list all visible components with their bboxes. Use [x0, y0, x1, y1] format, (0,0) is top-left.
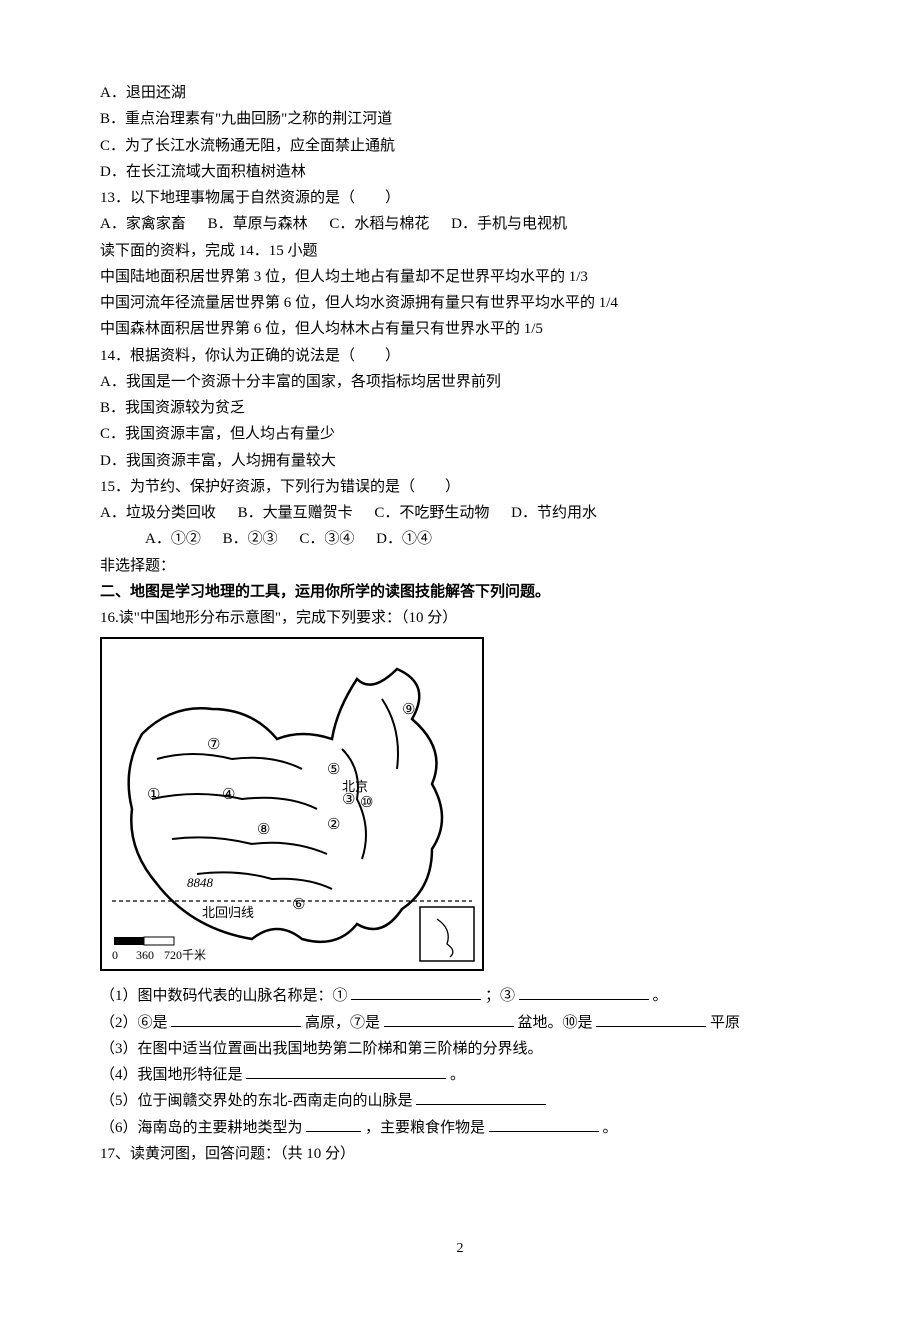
q15-combo-c: C．③④ [299, 531, 354, 547]
q15-options: A．垃圾分类回收 B．大量互赠贺卡 C．不吃野生动物 D．节约用水 [100, 500, 820, 526]
q14-stem: 14．根据资料，你认为正确的说法是（ ） [100, 343, 820, 369]
q15-combo-d: D．①④ [376, 531, 432, 547]
q15-option-a: A．垃圾分类回收 [100, 505, 216, 521]
q15-combo-a: A．①② [145, 531, 201, 547]
q15-option-d: D．节约用水 [511, 505, 597, 521]
q16-2-text-d: 平原 [710, 1015, 740, 1031]
q16-stem: 16.读"中国地形分布示意图"，完成下列要求：（10 分） [100, 605, 820, 631]
q16-sub-5: （5）位于闽赣交界处的东北-西南走向的山脉是 [100, 1088, 820, 1114]
q16-6-text-a: （6）海南岛的主要耕地类型为 [100, 1120, 303, 1136]
q15-combo-b: B．②③ [223, 531, 278, 547]
q16-4-text-a: （4）我国地形特征是 [100, 1067, 243, 1083]
q14-option-d: D．我国资源丰富，人均拥有量较大 [100, 448, 820, 474]
q13-option-c: C．水稻与棉花 [329, 216, 429, 232]
q16-sub-1: （1）图中数码代表的山脉名称是：① ；③ 。 [100, 983, 820, 1009]
q16-5-blank[interactable] [416, 1089, 546, 1105]
section2-heading: 二、地图是学习地理的工具，运用你所学的读图技能解答下列问题。 [100, 579, 820, 605]
q16-1-text-a: （1）图中数码代表的山脉名称是：① [100, 988, 348, 1004]
map-label-9: ⑨ [402, 702, 415, 718]
map-scale-1: 360 [136, 948, 154, 962]
q15-combo: A．①② B．②③ C．③④ D．①④ [100, 526, 820, 552]
page-number: 2 [100, 1237, 820, 1262]
q13-options: A．家禽家畜 B．草原与森林 C．水稻与棉花 D．手机与电视机 [100, 211, 820, 237]
q16-2-text-c: 盆地。⑩是 [518, 1015, 593, 1031]
q16-6-text-c: 。 [603, 1120, 618, 1136]
q14-option-a: A．我国是一个资源十分丰富的国家，各项指标均居世界前列 [100, 369, 820, 395]
passage-line-1: 中国陆地面积居世界第 3 位，但人均土地占有量却不足世界平均水平的 1/3 [100, 264, 820, 290]
nonchoice-heading: 非选择题： [100, 553, 820, 579]
q13-option-a: A．家禽家畜 [100, 216, 186, 232]
q13-stem: 13．以下地理事物属于自然资源的是（ ） [100, 185, 820, 211]
map-label-2: ② [327, 817, 340, 833]
q12-option-d: D．在长江流域大面积植树造林 [100, 159, 820, 185]
map-label-tropic: 北回归线 [202, 905, 254, 920]
passage-lead: 读下面的资料，完成 14．15 小题 [100, 238, 820, 264]
map-label-beijing: 北京 [342, 779, 368, 794]
map-label-10: ⑩ [360, 795, 373, 811]
q14-option-c: C．我国资源丰富，但人均占有量少 [100, 421, 820, 447]
q16-sub-2: （2）⑥是 高原，⑦是 盆地。⑩是 平原 [100, 1010, 820, 1036]
q16-6-text-b: ，主要粮食作物是 [365, 1120, 485, 1136]
q12-option-b: B．重点治理素有"九曲回肠"之称的荆江河道 [100, 106, 820, 132]
map-label-1: ① [147, 787, 160, 803]
map-label-peak: 8848 [187, 875, 214, 890]
q16-2-blank-2[interactable] [384, 1011, 514, 1027]
q15-option-c: C．不吃野生动物 [374, 505, 489, 521]
q16-5-text-a: （5）位于闽赣交界处的东北-西南走向的山脉是 [100, 1093, 413, 1109]
china-terrain-map: ① ② ③ ④ ⑤ ⑥ ⑦ ⑧ ⑨ ⑩ 北京 8848 北回归线 0 360 7… [100, 637, 484, 971]
q13-option-d: D．手机与电视机 [451, 216, 567, 232]
q13-option-b: B．草原与森林 [208, 216, 308, 232]
q16-2-text-a: （2）⑥是 [100, 1015, 168, 1031]
passage-line-3: 中国森林面积居世界第 6 位，但人均林木占有量只有世界水平的 1/5 [100, 316, 820, 342]
q16-sub-4: （4）我国地形特征是 。 [100, 1062, 820, 1088]
q16-2-blank-3[interactable] [596, 1011, 706, 1027]
q16-1-blank-1[interactable] [351, 984, 481, 1000]
q12-option-a: A．退田还湖 [100, 80, 820, 106]
q12-option-c: C．为了长江水流畅通无阻，应全面禁止通航 [100, 133, 820, 159]
map-label-6: ⑥ [292, 897, 305, 913]
map-label-8: ⑧ [257, 822, 270, 838]
q16-6-blank-2[interactable] [489, 1116, 599, 1132]
q16-2-text-b: 高原，⑦是 [305, 1015, 380, 1031]
q16-4-blank[interactable] [246, 1063, 446, 1079]
map-scale-0: 0 [112, 948, 118, 962]
q16-1-text-c: 。 [653, 988, 668, 1004]
passage-line-2: 中国河流年径流量居世界第 6 位，但人均水资源拥有量只有世界平均水平的 1/4 [100, 290, 820, 316]
q17-stem: 17、读黄河图，回答问题：（共 10 分） [100, 1141, 820, 1167]
map-label-5: ⑤ [327, 762, 340, 778]
map-label-4: ④ [222, 787, 235, 803]
q16-1-blank-2[interactable] [519, 984, 649, 1000]
q16-sub-6: （6）海南岛的主要耕地类型为 ，主要粮食作物是 。 [100, 1115, 820, 1141]
q15-stem: 15．为节约、保护好资源，下列行为错误的是（ ） [100, 474, 820, 500]
map-label-3: ③ [342, 792, 355, 808]
q14-option-b: B．我国资源较为贫乏 [100, 395, 820, 421]
q16-6-blank-1[interactable] [306, 1116, 361, 1132]
q16-4-text-b: 。 [450, 1067, 465, 1083]
map-label-7: ⑦ [207, 737, 220, 753]
q16-1-text-b: ；③ [485, 988, 515, 1004]
q16-2-blank-1[interactable] [171, 1011, 301, 1027]
q15-option-b: B．大量互赠贺卡 [238, 505, 353, 521]
q16-sub-3: （3）在图中适当位置画出我国地势第二阶梯和第三阶梯的分界线。 [100, 1036, 820, 1062]
map-scale-2: 720千米 [164, 948, 206, 962]
